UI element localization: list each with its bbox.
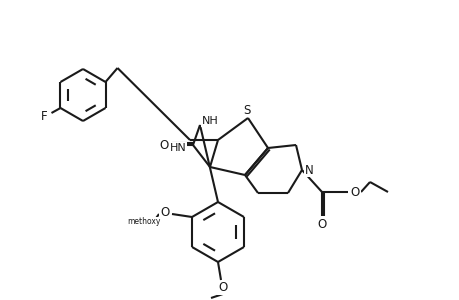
Text: F: F <box>41 110 48 122</box>
Text: O: O <box>159 139 168 152</box>
Text: O: O <box>317 218 326 230</box>
Text: S: S <box>243 103 250 116</box>
Text: O: O <box>218 281 227 295</box>
Text: N: N <box>304 164 313 176</box>
Text: O: O <box>350 185 359 199</box>
Text: O: O <box>160 206 169 220</box>
Text: NH: NH <box>201 116 218 126</box>
Text: HN: HN <box>169 143 186 153</box>
Text: methoxy: methoxy <box>127 218 160 226</box>
